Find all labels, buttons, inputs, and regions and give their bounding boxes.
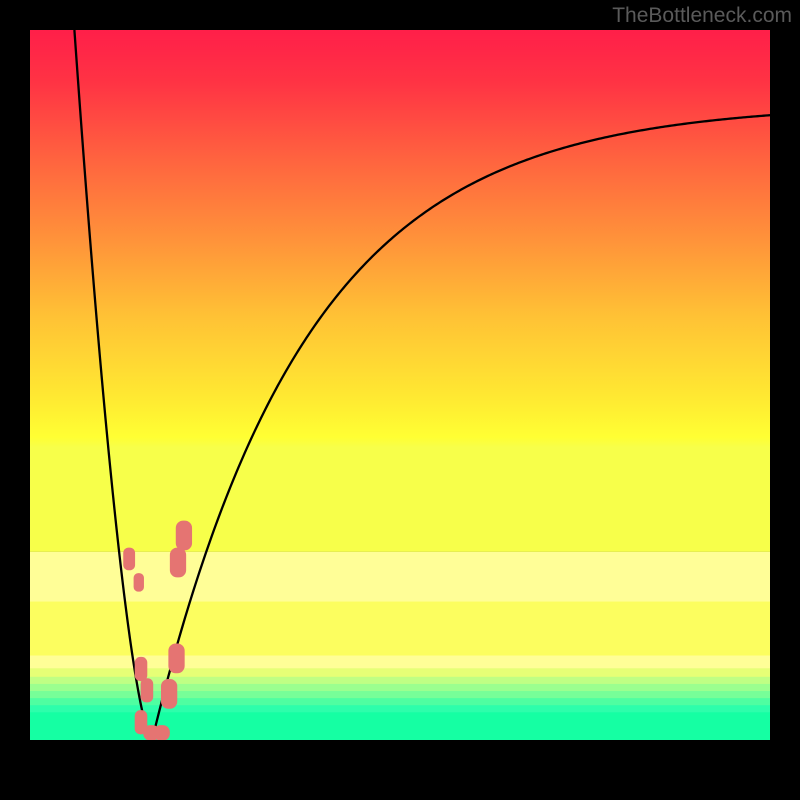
watermark-text: TheBottleneck.com — [612, 4, 792, 28]
chart-svg — [30, 30, 770, 740]
bottleneck-chart — [30, 30, 770, 740]
gradient-backdrop — [30, 30, 770, 552]
